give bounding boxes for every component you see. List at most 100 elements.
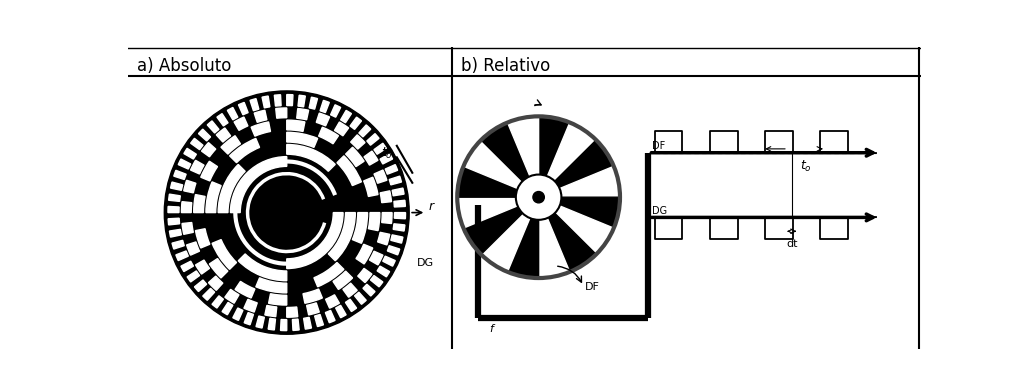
Wedge shape bbox=[235, 281, 255, 298]
Wedge shape bbox=[286, 307, 298, 317]
Wedge shape bbox=[286, 212, 343, 269]
Wedge shape bbox=[227, 107, 237, 120]
Wedge shape bbox=[169, 194, 180, 201]
Wedge shape bbox=[374, 170, 387, 183]
Wedge shape bbox=[307, 303, 319, 315]
Wedge shape bbox=[170, 229, 181, 237]
Wedge shape bbox=[212, 240, 236, 269]
Wedge shape bbox=[316, 113, 329, 126]
Wedge shape bbox=[343, 283, 357, 297]
Wedge shape bbox=[318, 127, 339, 144]
Wedge shape bbox=[286, 132, 318, 147]
Wedge shape bbox=[171, 182, 183, 191]
Wedge shape bbox=[280, 319, 286, 330]
Wedge shape bbox=[330, 105, 341, 117]
Wedge shape bbox=[254, 110, 267, 122]
Wedge shape bbox=[341, 111, 352, 123]
Wedge shape bbox=[507, 116, 539, 197]
Wedge shape bbox=[363, 284, 375, 296]
Wedge shape bbox=[181, 261, 193, 272]
Wedge shape bbox=[355, 292, 366, 304]
Wedge shape bbox=[269, 294, 286, 305]
Text: DG: DG bbox=[653, 205, 667, 216]
Wedge shape bbox=[187, 271, 199, 282]
Wedge shape bbox=[388, 246, 400, 255]
Text: DF: DF bbox=[585, 282, 599, 292]
Wedge shape bbox=[238, 102, 249, 115]
Wedge shape bbox=[265, 305, 277, 317]
Wedge shape bbox=[194, 280, 207, 292]
Wedge shape bbox=[303, 289, 322, 303]
Wedge shape bbox=[381, 154, 393, 164]
Wedge shape bbox=[286, 120, 305, 131]
Wedge shape bbox=[262, 96, 270, 108]
Wedge shape bbox=[208, 121, 219, 133]
Wedge shape bbox=[186, 242, 199, 255]
Text: a) Absoluto: a) Absoluto bbox=[137, 57, 231, 75]
Wedge shape bbox=[539, 197, 614, 254]
Wedge shape bbox=[325, 295, 340, 308]
Wedge shape bbox=[198, 129, 211, 141]
Wedge shape bbox=[274, 95, 281, 106]
Wedge shape bbox=[184, 148, 196, 159]
Wedge shape bbox=[314, 263, 344, 287]
Text: $t_o$: $t_o$ bbox=[800, 159, 811, 174]
Wedge shape bbox=[377, 232, 390, 245]
Wedge shape bbox=[364, 177, 379, 196]
Wedge shape bbox=[201, 161, 218, 181]
Text: DF: DF bbox=[653, 141, 666, 151]
Wedge shape bbox=[374, 143, 387, 154]
Wedge shape bbox=[356, 244, 372, 264]
Wedge shape bbox=[243, 299, 257, 312]
Wedge shape bbox=[182, 223, 193, 234]
Wedge shape bbox=[463, 197, 539, 254]
Wedge shape bbox=[346, 299, 357, 312]
Wedge shape bbox=[481, 197, 539, 272]
Wedge shape bbox=[168, 207, 179, 212]
Text: r: r bbox=[429, 200, 434, 212]
Text: b) Relativo: b) Relativo bbox=[461, 57, 550, 75]
Wedge shape bbox=[174, 170, 186, 180]
Wedge shape bbox=[244, 312, 254, 325]
Wedge shape bbox=[286, 94, 293, 106]
Wedge shape bbox=[369, 251, 383, 265]
Wedge shape bbox=[335, 122, 349, 136]
Wedge shape bbox=[370, 276, 383, 287]
Wedge shape bbox=[256, 278, 286, 293]
Wedge shape bbox=[181, 201, 191, 212]
Wedge shape bbox=[209, 276, 223, 290]
Wedge shape bbox=[359, 125, 370, 137]
Wedge shape bbox=[352, 212, 367, 243]
Wedge shape bbox=[394, 200, 405, 207]
Wedge shape bbox=[382, 212, 392, 223]
Wedge shape bbox=[216, 128, 230, 142]
Wedge shape bbox=[221, 136, 240, 154]
Circle shape bbox=[165, 91, 409, 334]
Wedge shape bbox=[222, 302, 233, 315]
Wedge shape bbox=[539, 197, 570, 278]
Wedge shape bbox=[234, 117, 248, 131]
Wedge shape bbox=[203, 288, 215, 300]
Wedge shape bbox=[212, 296, 223, 308]
Wedge shape bbox=[176, 251, 188, 261]
Wedge shape bbox=[392, 188, 404, 196]
Wedge shape bbox=[391, 235, 403, 243]
Wedge shape bbox=[250, 99, 259, 111]
Wedge shape bbox=[293, 319, 299, 330]
Wedge shape bbox=[325, 310, 336, 323]
Text: f: f bbox=[489, 324, 493, 334]
Wedge shape bbox=[358, 269, 372, 283]
Wedge shape bbox=[230, 157, 286, 212]
Wedge shape bbox=[346, 147, 364, 167]
Wedge shape bbox=[393, 224, 405, 231]
Text: dt: dt bbox=[786, 239, 798, 249]
Wedge shape bbox=[256, 316, 264, 328]
Wedge shape bbox=[539, 197, 620, 228]
Wedge shape bbox=[367, 134, 380, 145]
Wedge shape bbox=[368, 212, 380, 230]
Wedge shape bbox=[233, 308, 242, 320]
Wedge shape bbox=[190, 160, 204, 174]
Wedge shape bbox=[463, 140, 539, 197]
Wedge shape bbox=[268, 318, 275, 330]
Wedge shape bbox=[210, 259, 228, 278]
